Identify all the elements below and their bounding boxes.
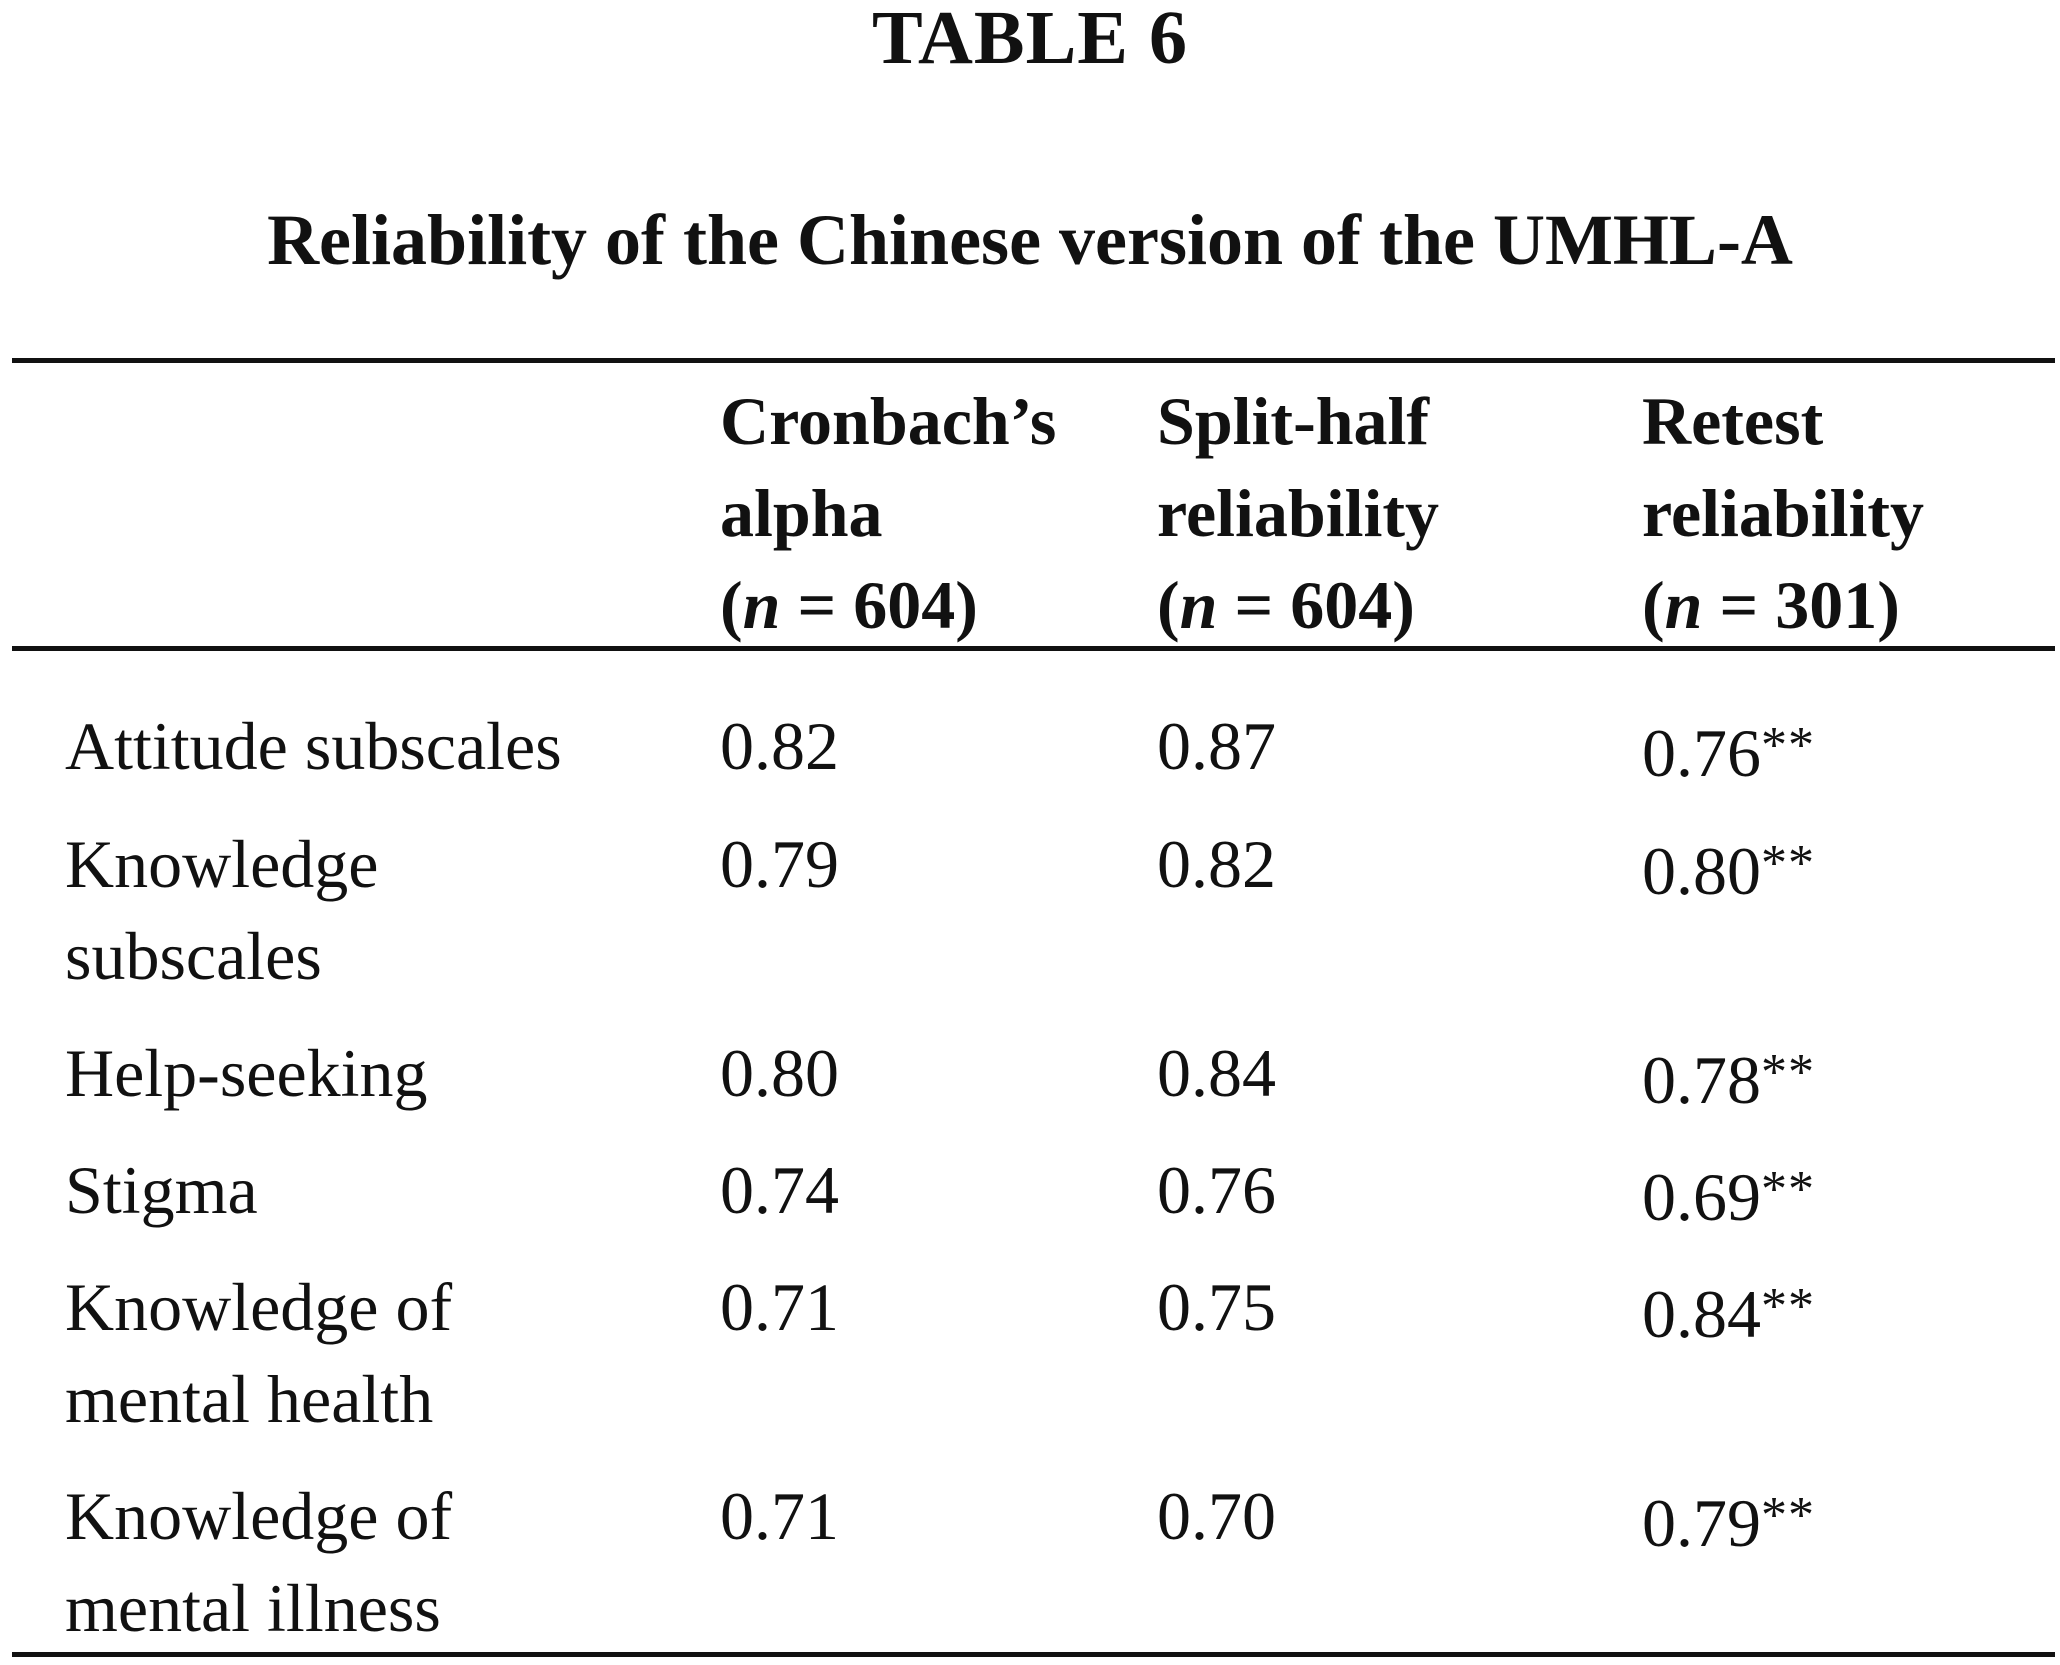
table-caption: Reliability of the Chinese version of th…: [267, 200, 1793, 280]
header-line: Retest: [1642, 383, 1824, 459]
retest-cell: 0.79**: [1642, 1470, 1815, 1569]
top-rule: [12, 358, 2055, 363]
header-line: reliability: [1157, 475, 1440, 551]
row-label-line: mental health: [65, 1361, 434, 1437]
column-header-split-half: Split-half reliability (n = 604): [1157, 375, 1439, 651]
header-line: alpha: [720, 475, 883, 551]
retest-cell: 0.76**: [1642, 700, 1815, 799]
alpha-cell: 0.71: [720, 1478, 839, 1554]
row-label-line: subscales: [65, 918, 322, 994]
significance-marker: **: [1761, 1161, 1815, 1218]
sample-value: = 301): [1702, 567, 1900, 643]
significance-marker: **: [1761, 717, 1815, 774]
row-label-line: Knowledge of: [65, 1269, 453, 1345]
sample-value: = 604): [780, 567, 978, 643]
table-number: TABLE 6: [871, 0, 1188, 80]
retest-cell: 0.80**: [1642, 818, 1815, 917]
split-half-cell: 0.76: [1157, 1152, 1276, 1228]
n-symbol: n: [1664, 567, 1703, 643]
row-label-line: mental illness: [65, 1570, 441, 1646]
significance-marker: **: [1761, 835, 1815, 892]
paren-open: (: [720, 567, 743, 643]
split-half-cell: 0.70: [1157, 1478, 1276, 1554]
bottom-rule: [12, 1652, 2055, 1657]
alpha-cell: 0.79: [720, 826, 839, 902]
retest-value: 0.69: [1642, 1159, 1761, 1235]
row-label: Knowledge subscales: [65, 818, 378, 1002]
significance-marker: **: [1761, 1278, 1815, 1335]
row-label: Attitude subscales: [65, 700, 562, 792]
n-symbol: n: [1179, 567, 1218, 643]
significance-marker: **: [1761, 1487, 1815, 1544]
row-label: Knowledge of mental health: [65, 1261, 452, 1445]
row-label-line: Help-seeking: [65, 1035, 428, 1111]
split-half-cell: 0.82: [1157, 826, 1276, 902]
retest-value: 0.79: [1642, 1485, 1761, 1561]
row-label: Knowledge of mental illness: [65, 1470, 452, 1654]
alpha-cell: 0.71: [720, 1269, 839, 1345]
significance-marker: **: [1761, 1044, 1815, 1101]
column-header-cronbach-alpha: Cronbach’s alpha (n = 604): [720, 375, 1056, 651]
header-line: Split-half: [1157, 383, 1430, 459]
header-sample-size: (n = 604): [1157, 559, 1439, 651]
paren-open: (: [1157, 567, 1180, 643]
alpha-cell: 0.82: [720, 708, 839, 784]
column-header-retest: Retest reliability (n = 301): [1642, 375, 1924, 651]
header-sample-size: (n = 301): [1642, 559, 1924, 651]
n-symbol: n: [742, 567, 781, 643]
split-half-cell: 0.87: [1157, 708, 1276, 784]
retest-value: 0.78: [1642, 1042, 1761, 1118]
row-label: Stigma: [65, 1144, 258, 1236]
retest-value: 0.76: [1642, 715, 1761, 791]
sample-value: = 604): [1217, 567, 1415, 643]
header-line: reliability: [1642, 475, 1925, 551]
retest-cell: 0.84**: [1642, 1261, 1815, 1360]
row-label-line: Stigma: [65, 1152, 258, 1228]
header-sample-size: (n = 604): [720, 559, 1056, 651]
retest-cell: 0.78**: [1642, 1027, 1815, 1126]
header-rule: [12, 646, 2055, 651]
retest-cell: 0.69**: [1642, 1144, 1815, 1243]
alpha-cell: 0.74: [720, 1152, 839, 1228]
split-half-cell: 0.75: [1157, 1269, 1276, 1345]
row-label-line: Attitude subscales: [65, 708, 562, 784]
header-line: Cronbach’s: [720, 383, 1057, 459]
retest-value: 0.80: [1642, 833, 1761, 909]
split-half-cell: 0.84: [1157, 1035, 1276, 1111]
paren-open: (: [1642, 567, 1665, 643]
retest-value: 0.84: [1642, 1276, 1761, 1352]
row-label: Help-seeking: [65, 1027, 428, 1119]
row-label-line: Knowledge of: [65, 1478, 453, 1554]
alpha-cell: 0.80: [720, 1035, 839, 1111]
row-label-line: Knowledge: [65, 826, 379, 902]
